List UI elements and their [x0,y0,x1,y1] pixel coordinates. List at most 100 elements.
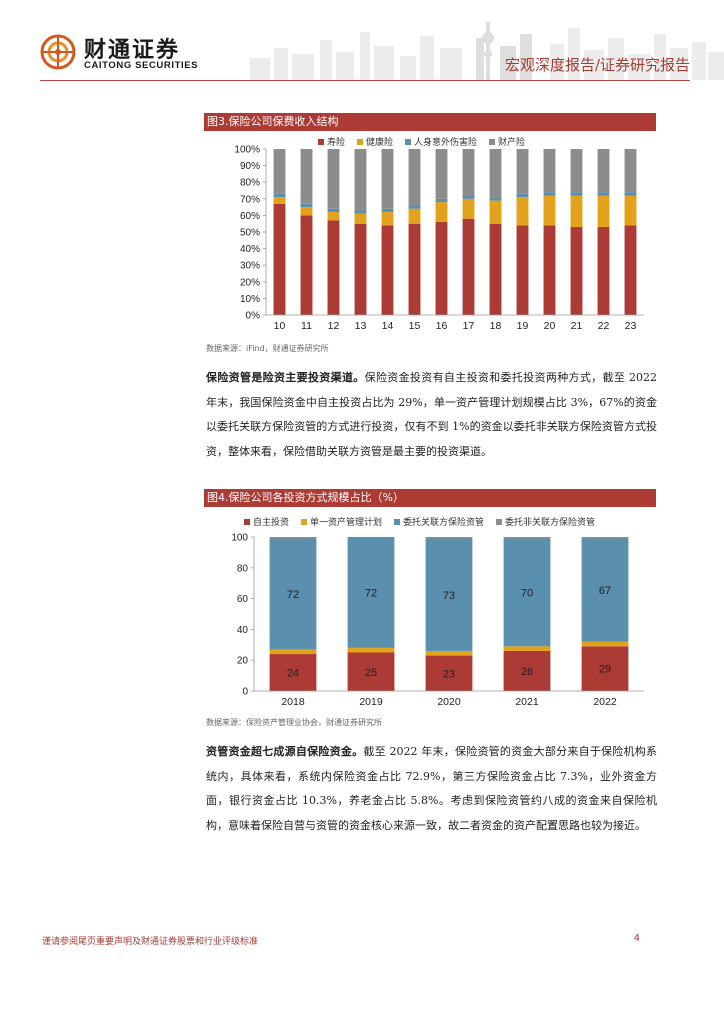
data-label-2019-series-2: 72 [365,587,377,599]
bar-21-series-3 [570,149,583,193]
bar-22-series-2 [597,192,610,196]
y-tick-label-0: 0% [246,311,261,322]
logo-chinese-name: 财通证券 [84,38,181,63]
logo-english-name: CAITONG SECURITIES [84,60,199,71]
bar-19-series-0 [516,225,529,315]
y-tick-label-5: 50% [240,228,260,239]
legend-swatch-1 [357,139,363,145]
company-logo: 财通证券 CAITONG SECURITIES [40,30,200,76]
paragraph2-body: 截至 2022 年末，保险资管的资金大部分来自于保险机构系统内，具体来看，系统内… [206,745,657,832]
bar-2021-series-0 [503,650,551,691]
x-tick-label-20: 20 [544,320,556,332]
legend-swatch-3 [489,139,495,145]
bar-2021-series-2 [503,538,551,647]
bar-2019-series-0 [347,652,395,691]
bar-21-series-0 [570,227,583,315]
bar-18-series-2 [489,197,502,201]
bar-16-series-3 [435,149,448,199]
bar-21-series-1 [570,195,583,228]
bar-11-series-2 [300,203,313,208]
bar-15-series-1 [408,208,421,224]
bar-23-series-0 [624,225,637,315]
figure4-stacked-bar-chart: 自主投资 单一资产管理计划 委托关联方保险资管 委托非关联方保险资管 0 20 40 60 80… [231,516,644,708]
bar-18-series-3 [489,149,502,198]
bar-17-series-1 [462,198,475,219]
paragraph1-lead: 保险资管是险资主要投资渠道。 [206,371,365,384]
bar-14-series-2 [381,208,394,213]
report-type-title: 宏观深度报告/证券研究报告 [504,56,690,74]
bar-13-series-1 [354,213,367,224]
bar-17-series-3 [462,149,475,196]
legend-swatch-0 [318,139,324,145]
data-label-2020-series-0: 23 [443,668,455,680]
paragraph-asset-mgmt-funding: 资管资金超七成源自保险资金。截至 2022 年末，保险资管的资金大部分来自于保险… [206,740,657,838]
bar-11-series-1 [300,207,313,216]
legend-label-2: 委托关联方保险资管 [403,516,484,528]
legend-swatch-0 [244,519,250,525]
x-tick-label-22: 22 [598,320,610,332]
bar-2018-series-0 [269,654,317,691]
paragraph-insurance-asset-mgmt: 保险资管是险资主要投资渠道。保险资金投资有自主投资和委托投资两种方式，截至 20… [206,366,657,464]
bar-14-series-1 [381,212,394,226]
bar-20-series-3 [543,149,556,193]
bar-12-series-0 [327,220,340,315]
bar-2018-series-3 [269,537,317,539]
bar-23-series-2 [624,192,637,196]
legend-swatch-2 [394,519,400,525]
bar-13-series-2 [354,210,367,214]
y-tick-label-4: 40% [240,244,260,255]
legend-swatch-2 [405,139,411,145]
x-tick-label-21: 21 [571,320,583,332]
x-tick-label-2020: 2020 [437,696,461,708]
x-tick-label-12: 12 [328,320,340,332]
legend-label-2: 人身意外伤害险 [414,136,477,148]
x-tick-label-2021: 2021 [515,696,539,708]
y-tick-label-6: 60% [240,211,260,222]
y-tick-label-5: 100 [231,533,248,544]
legend-label-3: 财产险 [498,136,525,148]
bar-2021-series-1 [503,646,551,651]
bar-2021-series-3 [503,537,551,539]
bar-19-series-1 [516,197,529,226]
x-tick-label-11: 11 [301,320,312,332]
x-tick-label-13: 13 [355,320,367,332]
y-tick-label-3: 30% [240,261,260,272]
legend-label-0: 寿险 [327,136,345,148]
bar-12-series-3 [327,149,340,209]
bar-13-series-0 [354,223,367,315]
bar-11-series-3 [300,149,313,204]
bar-16-series-1 [435,202,448,223]
bar-21-series-2 [570,192,583,196]
bar-2019-series-2 [347,537,395,648]
bar-19-series-3 [516,149,529,194]
bar-15-series-3 [408,149,421,206]
logo-emblem-icon [40,34,76,70]
x-tick-label-15: 15 [409,320,421,332]
bar-20-series-1 [543,195,556,226]
bar-16-series-2 [435,198,448,203]
bar-2020-series-1 [425,650,473,656]
legend-swatch-1 [301,519,307,525]
bar-12-series-1 [327,212,340,221]
page-number: 4 [633,933,640,944]
bar-13-series-3 [354,149,367,211]
bar-14-series-3 [381,149,394,209]
bar-15-series-2 [408,205,421,209]
bar-15-series-0 [408,223,421,315]
legend-label-0: 自主投资 [253,516,289,528]
bar-17-series-2 [462,195,475,199]
y-tick-label-8: 80% [240,178,260,189]
bar-2022-series-3 [581,537,629,539]
bar-10-series-3 [273,149,286,194]
x-tick-label-19: 19 [517,320,529,332]
legend-label-1: 单一资产管理计划 [310,516,382,528]
bar-2022-series-1 [581,641,629,647]
bar-18-series-0 [489,223,502,315]
bar-17-series-0 [462,218,475,315]
data-label-2020-series-2: 73 [443,590,455,602]
bar-12-series-2 [327,208,340,213]
bar-2019-series-1 [347,647,395,653]
bar-19-series-2 [516,193,529,198]
bar-2022-series-2 [581,538,629,642]
bar-2020-series-3 [425,537,473,539]
